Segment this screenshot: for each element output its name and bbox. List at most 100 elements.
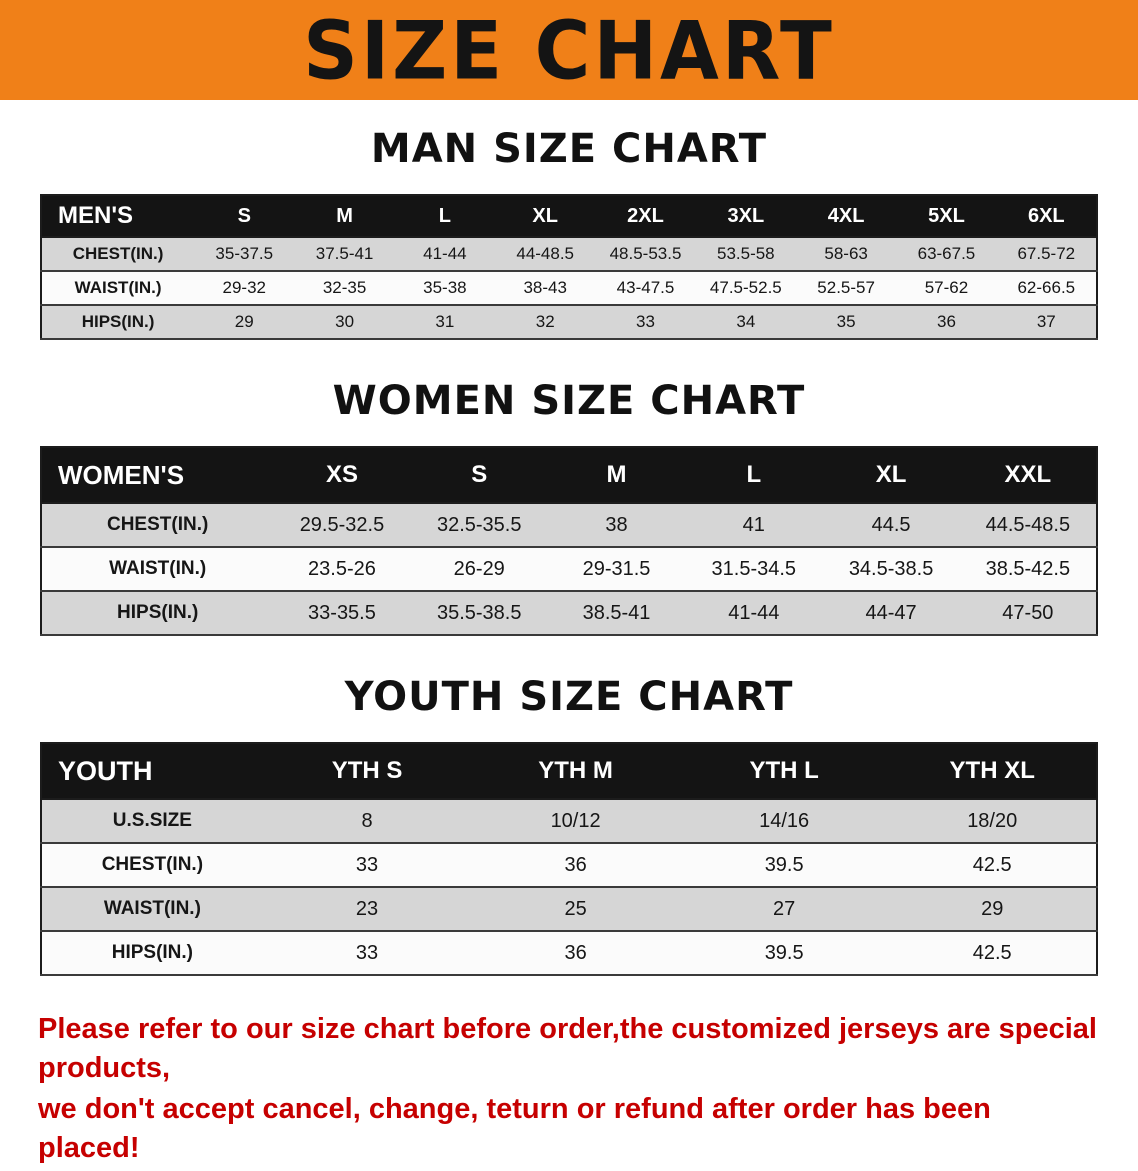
row-label-cell: WAIST(IN.) (41, 547, 274, 592)
women-size-table: WOMEN'S XS S M L XL XXL CHEST(IN.) 29.5-32.5 32.5… (40, 446, 1098, 636)
value-cell: 34 (695, 305, 796, 340)
value-cell: 29 (194, 305, 295, 340)
measurement-row: CHEST(IN.) 33 36 39.5 42.5 (41, 843, 1097, 888)
value-cell: 53.5-58 (695, 237, 796, 272)
value-cell: 34.5-38.5 (822, 547, 960, 592)
value-cell: 35 (795, 305, 897, 340)
value-cell: 62-66.5 (996, 271, 1097, 306)
measurement-row: CHEST(IN.) 35-37.5 37.5-41 41-44 44-48.5 48.5… (41, 237, 1097, 272)
value-cell: 39.5 (679, 931, 889, 976)
value-cell: 33-35.5 (273, 591, 411, 636)
value-cell: 23.5-26 (273, 547, 411, 592)
value-cell: 32 (495, 305, 596, 340)
measurement-row: WAIST(IN.) 23.5-26 26-29 29-31.5 31.5-34.5 34… (41, 547, 1097, 592)
size-chart-banner: SIZE CHART (0, 0, 1138, 100)
value-cell: 43-47.5 (595, 271, 696, 306)
value-cell: 44.5-48.5 (959, 503, 1097, 548)
value-cell: 8 (262, 799, 472, 844)
value-cell: 52.5-57 (795, 271, 897, 306)
value-cell: 33 (595, 305, 696, 340)
value-cell: 38.5-41 (547, 591, 686, 636)
measurement-row: HIPS(IN.) 33-35.5 35.5-38.5 38.5-41 41-44 44-… (41, 591, 1097, 636)
value-cell: 44.5 (822, 503, 960, 548)
row-label-cell: WAIST(IN.) (41, 271, 195, 306)
value-cell: 36 (471, 843, 680, 888)
men-size-table: MEN'S S M L XL 2XL 3XL 4XL 5XL 6XL CHEST(IN.) 35-37… (40, 194, 1098, 340)
value-cell: 39.5 (679, 843, 889, 888)
size-header-cell: YTH S (262, 743, 472, 800)
men-section-heading: MAN SIZE CHART (370, 126, 768, 172)
value-cell: 37 (996, 305, 1097, 340)
women-section-heading: WOMEN SIZE CHART (332, 378, 806, 424)
size-header-cell: 2XL (595, 195, 696, 238)
banner-title: SIZE CHART (303, 2, 835, 98)
value-cell: 29.5-32.5 (273, 503, 411, 548)
value-cell: 35-37.5 (194, 237, 295, 272)
value-cell: 25 (471, 887, 680, 932)
size-header-cell: XL (822, 447, 960, 504)
size-header-cell: XS (273, 447, 411, 504)
value-cell: 48.5-53.5 (595, 237, 696, 272)
value-cell: 41 (685, 503, 823, 548)
header-row: MEN'S S M L XL 2XL 3XL 4XL 5XL 6XL (41, 195, 1097, 238)
size-header-cell: S (194, 195, 295, 238)
value-cell: 26-29 (410, 547, 548, 592)
size-header-cell: YTH M (471, 743, 680, 800)
size-header-cell: L (685, 447, 823, 504)
youth-size-table: YOUTH YTH S YTH M YTH L YTH XL U.S.SIZE 8 10/12… (40, 742, 1098, 976)
size-header-cell: YTH L (679, 743, 889, 800)
measurement-row: U.S.SIZE 8 10/12 14/16 18/20 (41, 799, 1097, 844)
row-label-cell: HIPS(IN.) (41, 931, 263, 976)
value-cell: 38 (547, 503, 686, 548)
measurement-row: HIPS(IN.) 29 30 31 32 33 34 35 36 37 (41, 305, 1097, 340)
value-cell: 41-44 (394, 237, 496, 272)
value-cell: 32.5-35.5 (410, 503, 548, 548)
value-cell: 38.5-42.5 (959, 547, 1097, 592)
value-cell: 67.5-72 (996, 237, 1097, 272)
youth-size-section: YOUTH SIZE CHART YOUTH YTH S YTH M YTH L YTH… (0, 674, 1138, 976)
value-cell: 33 (262, 843, 472, 888)
row-label-cell: HIPS(IN.) (41, 305, 195, 340)
value-cell: 47.5-52.5 (695, 271, 796, 306)
value-cell: 29 (888, 887, 1097, 932)
value-cell: 35-38 (394, 271, 496, 306)
value-cell: 44-47 (822, 591, 960, 636)
size-header-cell: M (294, 195, 395, 238)
row-label-cell: CHEST(IN.) (41, 843, 263, 888)
row-label-cell: U.S.SIZE (41, 799, 263, 844)
measurement-row: HIPS(IN.) 33 36 39.5 42.5 (41, 931, 1097, 976)
size-header-cell: L (394, 195, 496, 238)
measurement-row: WAIST(IN.) 23 25 27 29 (41, 887, 1097, 932)
disclaimer-line-1: Please refer to our size chart before or… (38, 1013, 1097, 1085)
size-header-cell: 4XL (795, 195, 897, 238)
value-cell: 18/20 (888, 799, 1097, 844)
value-cell: 44-48.5 (495, 237, 596, 272)
value-cell: 42.5 (888, 843, 1097, 888)
header-row: WOMEN'S XS S M L XL XXL (41, 447, 1097, 504)
value-cell: 27 (679, 887, 889, 932)
value-cell: 41-44 (685, 591, 823, 636)
measurement-row: CHEST(IN.) 29.5-32.5 32.5-35.5 38 41 44.5 44.5… (41, 503, 1097, 548)
value-cell: 42.5 (888, 931, 1097, 976)
size-header-cell: M (547, 447, 686, 504)
value-cell: 38-43 (495, 271, 596, 306)
value-cell: 57-62 (896, 271, 997, 306)
row-label-cell: CHEST(IN.) (41, 503, 274, 548)
row-label-cell: HIPS(IN.) (41, 591, 274, 636)
value-cell: 30 (294, 305, 395, 340)
size-header-cell: YTH XL (888, 743, 1097, 800)
value-cell: 29-32 (194, 271, 295, 306)
value-cell: 47-50 (959, 591, 1097, 636)
disclaimer: Please refer to our size chart before or… (38, 1010, 1100, 1169)
value-cell: 63-67.5 (896, 237, 997, 272)
value-cell: 10/12 (471, 799, 680, 844)
table-title-cell: MEN'S (41, 195, 195, 238)
size-header-cell: XXL (959, 447, 1097, 504)
value-cell: 23 (262, 887, 472, 932)
value-cell: 31.5-34.5 (685, 547, 823, 592)
youth-section-heading: YOUTH SIZE CHART (344, 674, 794, 720)
value-cell: 14/16 (679, 799, 889, 844)
size-header-cell: 3XL (695, 195, 796, 238)
size-header-cell: XL (495, 195, 596, 238)
women-size-section: WOMEN SIZE CHART WOMEN'S XS S M L XL XXL CHEST(… (0, 378, 1138, 636)
